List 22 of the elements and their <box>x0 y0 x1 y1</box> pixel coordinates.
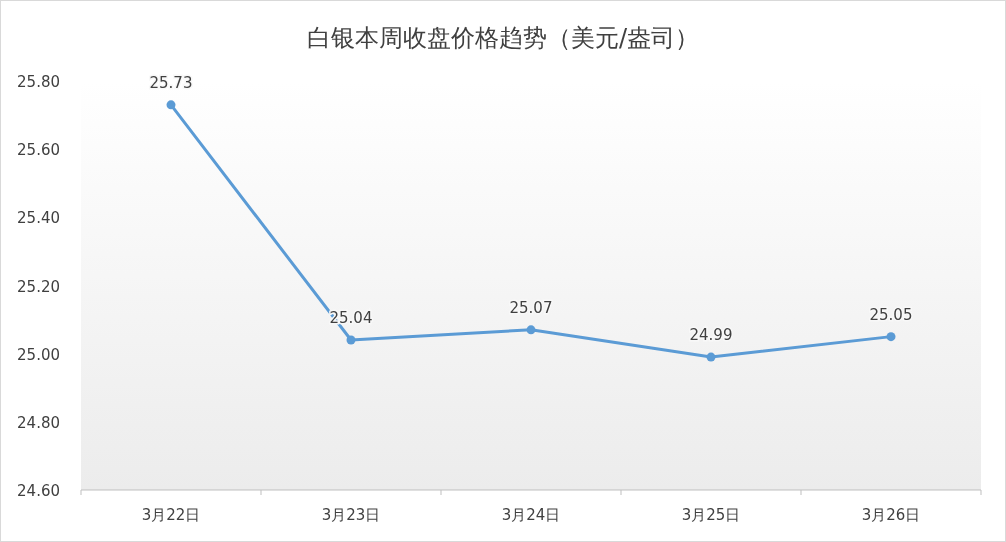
x-tick-label: 3月23日 <box>321 506 381 524</box>
point <box>166 100 176 110</box>
y-tick-label: 25.80 <box>17 73 60 91</box>
point <box>526 325 536 335</box>
y-tick-label: 24.60 <box>17 482 60 500</box>
data-label: 24.99 <box>689 326 733 345</box>
x-tick-label: 3月22日 <box>141 506 201 524</box>
y-tick-label: 24.80 <box>17 413 60 432</box>
data-label: 25.07 <box>509 298 553 317</box>
y-tick-label: 25.60 <box>17 141 60 160</box>
point <box>346 335 356 345</box>
point <box>886 332 896 342</box>
point <box>706 352 716 362</box>
data-label: 25.05 <box>869 305 913 324</box>
y-tick-label: 25.40 <box>17 209 60 228</box>
y-tick-label: 25.20 <box>17 277 60 296</box>
x-tick-label: 3月24日 <box>501 506 561 524</box>
y-tick-label: 25.00 <box>17 345 60 364</box>
data-label: 25.73 <box>149 73 193 92</box>
x-tick-label: 3月25日 <box>681 506 741 524</box>
chart-title: 白银本周收盘价格趋势（美元/盎司） <box>306 24 700 52</box>
x-tick-label: 3月26日 <box>861 506 921 524</box>
